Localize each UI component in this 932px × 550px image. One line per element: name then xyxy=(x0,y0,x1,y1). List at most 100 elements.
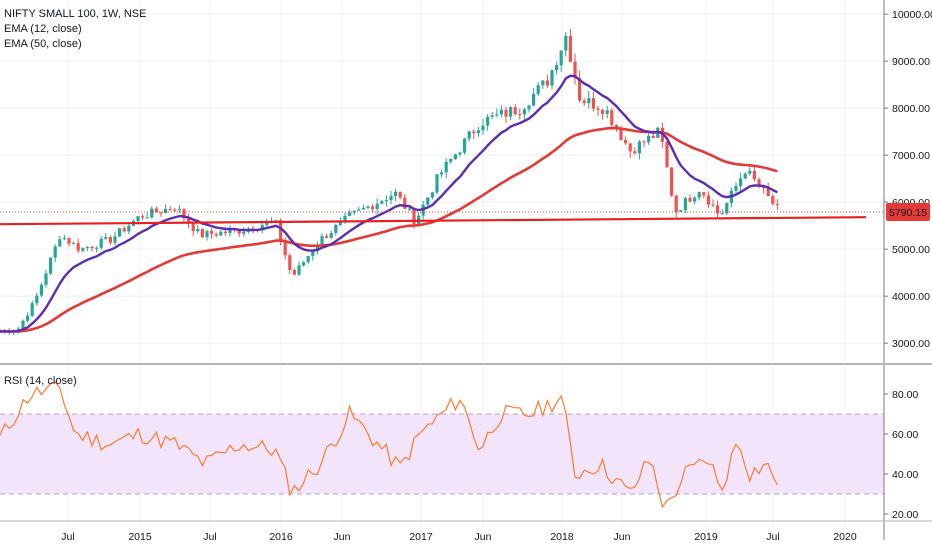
candle-body xyxy=(697,192,701,198)
candle-body xyxy=(706,195,710,205)
y-tick-label: 9000.00 xyxy=(892,56,930,68)
rsi-y-tick-label: 40.00 xyxy=(892,469,918,481)
candle-body xyxy=(472,131,476,134)
candle-body xyxy=(30,303,34,316)
candle-body xyxy=(578,78,582,101)
candle-body xyxy=(49,257,53,274)
candle-body xyxy=(67,238,71,244)
candle-body xyxy=(338,220,342,225)
candle-body xyxy=(380,201,384,204)
candle-body xyxy=(555,65,559,71)
candle-body xyxy=(315,245,319,252)
candle-body xyxy=(550,70,554,86)
candle-body xyxy=(39,284,43,296)
candle-body xyxy=(412,208,416,225)
candle-body xyxy=(587,98,591,104)
x-tick-label: Jun xyxy=(475,531,492,543)
candle-body xyxy=(486,116,490,126)
candle-body xyxy=(458,152,462,155)
candles xyxy=(0,29,779,336)
candle-body xyxy=(610,110,614,125)
candle-body xyxy=(564,35,568,51)
candle-body xyxy=(679,210,683,212)
candle-body xyxy=(683,198,687,211)
candle-body xyxy=(743,173,747,179)
candle-body xyxy=(637,141,641,154)
candle-body xyxy=(702,192,706,196)
price-tag-label: 5790.15 xyxy=(889,207,927,219)
candle-body xyxy=(357,209,361,211)
candle-body xyxy=(467,131,471,139)
ema12-legend[interactable]: EMA (12, close) xyxy=(4,23,82,35)
candle-body xyxy=(145,217,149,219)
rsi-band xyxy=(0,414,884,494)
symbol-title[interactable]: NIFTY SMALL 100, 1W, NSE xyxy=(4,8,147,20)
candle-body xyxy=(527,105,531,110)
candle-body xyxy=(348,212,352,216)
candle-body xyxy=(403,197,407,209)
candle-body xyxy=(334,224,338,234)
candle-body xyxy=(200,228,204,238)
candle-body xyxy=(141,216,145,218)
rsi-y-tick-label: 60.00 xyxy=(892,429,918,441)
x-tick-label: 2015 xyxy=(128,531,152,543)
candle-body xyxy=(292,270,296,275)
candle-body xyxy=(739,178,743,186)
x-tick-label: Jun xyxy=(334,531,351,543)
rsi-title[interactable]: RSI (14, close) xyxy=(4,375,77,387)
candle-body xyxy=(21,320,25,329)
y-tick-label: 4000.00 xyxy=(892,291,930,303)
candle-body xyxy=(573,61,577,79)
x-tick-label: Jul xyxy=(203,531,216,543)
candle-body xyxy=(159,212,163,214)
candle-body xyxy=(164,208,168,214)
price-tag xyxy=(886,203,930,222)
x-tick-label: Jul xyxy=(766,531,779,543)
candle-body xyxy=(136,216,140,221)
candle-body xyxy=(775,203,779,205)
candle-body xyxy=(329,233,333,238)
candle-body xyxy=(361,207,365,210)
candle-body xyxy=(693,197,697,202)
candle-body xyxy=(670,167,674,196)
candle-body xyxy=(435,174,439,193)
candle-body xyxy=(389,195,393,201)
candle-body xyxy=(62,238,66,240)
candle-body xyxy=(320,236,324,246)
candle-body xyxy=(440,172,444,175)
x-tick-label: 2017 xyxy=(409,531,433,543)
ema12-line xyxy=(0,74,778,333)
candle-body xyxy=(122,228,126,232)
candle-body xyxy=(559,50,563,66)
y-tick-label: 7000.00 xyxy=(892,150,930,162)
y-tick-label: 3000.00 xyxy=(892,338,930,350)
x-tick-label: 2016 xyxy=(269,531,293,543)
candle-body xyxy=(762,186,766,189)
candle-body xyxy=(394,191,398,196)
candle-body xyxy=(509,107,513,117)
candle-body xyxy=(283,241,287,256)
candle-body xyxy=(449,158,453,162)
candle-body xyxy=(228,229,232,233)
x-tick-label: 2020 xyxy=(833,531,857,543)
candle-body xyxy=(752,170,756,180)
candle-body xyxy=(398,191,402,198)
candle-body xyxy=(219,231,223,236)
ema50-legend[interactable]: EMA (50, close) xyxy=(4,38,82,50)
candle-body xyxy=(430,192,434,198)
y-tick-label: 5000.00 xyxy=(892,244,930,256)
candle-body xyxy=(541,80,545,86)
rsi-y-tick-label: 20.00 xyxy=(892,509,918,521)
candle-body xyxy=(748,170,752,174)
candle-body xyxy=(205,230,209,238)
candle-body xyxy=(665,141,669,168)
candle-body xyxy=(302,262,306,266)
candle-body xyxy=(113,236,117,243)
candle-body xyxy=(104,237,108,239)
candle-body xyxy=(490,115,494,117)
rsi-legend: RSI (14, close) xyxy=(4,374,77,389)
y-tick-label: 10000.00 xyxy=(892,9,932,21)
rsi-y-tick-label: 80.00 xyxy=(892,389,918,401)
candle-body xyxy=(716,205,720,214)
